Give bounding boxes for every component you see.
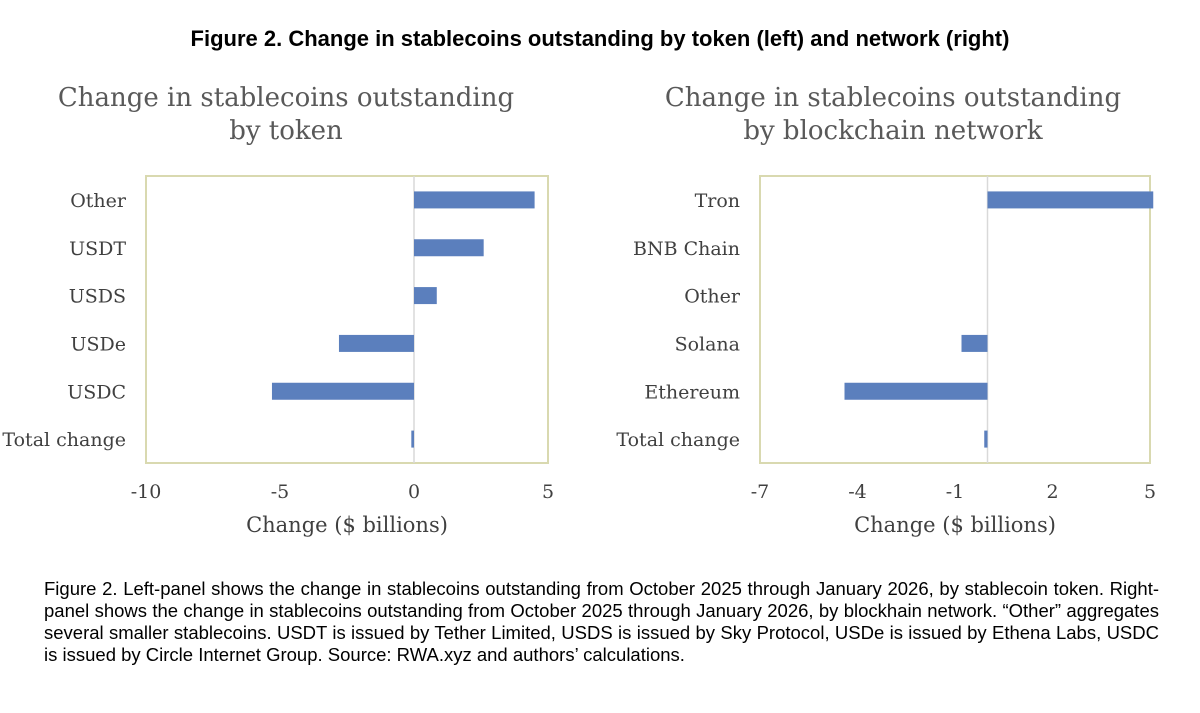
x-tick-label: 2 — [1046, 481, 1058, 503]
chart-title-line: by token — [229, 116, 343, 146]
chart-title-line: Change in stablecoins outstanding — [58, 83, 514, 113]
category-label: BNB Chain — [633, 238, 740, 260]
x-tick-label: -1 — [946, 481, 965, 503]
bar-usds — [414, 287, 437, 305]
x-tick-label: 0 — [408, 481, 420, 503]
category-label: USDC — [67, 381, 126, 403]
category-label: Solana — [675, 333, 740, 355]
figure-caption: Figure 2. Left-panel shows the change in… — [44, 578, 1159, 665]
x-tick-label: -4 — [848, 481, 867, 503]
category-label: Tron — [695, 190, 740, 212]
chart-panel-by-token: Change in stablecoins outstanding by toke… — [0, 70, 600, 550]
category-label: Ethereum — [644, 381, 740, 403]
figure-title: Figure 2. Change in stablecoins outstand… — [190, 26, 1010, 51]
x-tick-label: -5 — [271, 481, 290, 503]
x-tick-label: -10 — [131, 481, 162, 503]
plot-frame — [759, 175, 1151, 464]
bar-total-change — [411, 430, 414, 448]
x-axis-label: Change ($ billions) — [246, 513, 448, 537]
category-label: Other — [70, 190, 127, 212]
bar-usdt — [414, 239, 484, 257]
x-tick-label: 5 — [1144, 481, 1156, 503]
x-tick-label: 5 — [542, 481, 554, 503]
x-tick-label: -7 — [751, 481, 770, 503]
category-label: USDT — [69, 238, 126, 260]
bar-total-change — [984, 430, 988, 448]
category-label: USDS — [69, 286, 126, 308]
category-label: Total change — [616, 429, 740, 451]
bar-usde — [338, 334, 414, 352]
bar-tron — [987, 191, 1154, 209]
category-label: Other — [684, 286, 741, 308]
plot-frame — [145, 175, 549, 464]
chart-title-line: by blockchain network — [743, 116, 1043, 146]
category-label: Total change — [2, 429, 126, 451]
bar-usdc — [271, 382, 414, 400]
bar-other — [414, 191, 535, 209]
bar-ethereum — [844, 382, 988, 400]
chart-panel-by-network: Change in stablecoins outstanding by bloc… — [600, 70, 1200, 550]
category-label: USDe — [70, 333, 126, 355]
x-axis-label: Change ($ billions) — [854, 513, 1056, 537]
chart-title-line: Change in stablecoins outstanding — [665, 83, 1121, 113]
bar-solana — [961, 334, 988, 352]
